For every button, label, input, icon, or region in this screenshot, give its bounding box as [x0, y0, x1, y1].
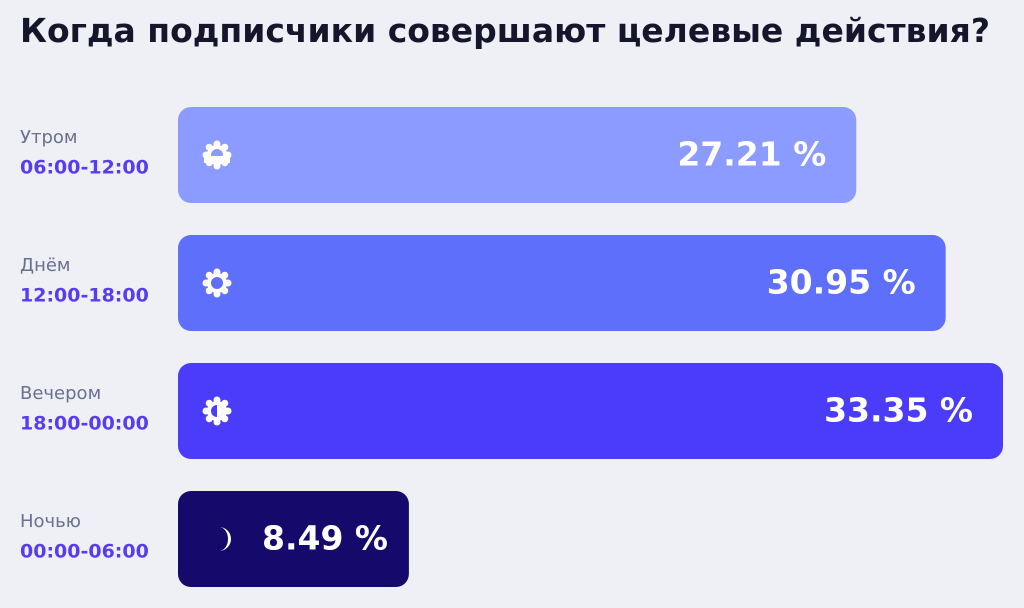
bar	[178, 235, 946, 331]
category-label: Днём	[20, 255, 70, 276]
category-label: Утром	[20, 127, 77, 148]
value-label: 27.21 %	[677, 135, 826, 174]
sun-icon	[202, 140, 232, 170]
value-label: 30.95 %	[767, 263, 916, 302]
moon-icon	[219, 527, 231, 551]
bar	[178, 491, 409, 587]
category-label: Ночью	[20, 511, 81, 532]
sun-icon	[202, 268, 232, 298]
time-range-label: 06:00-12:00	[20, 157, 149, 179]
sun-half	[217, 405, 223, 417]
bar	[178, 107, 857, 203]
bar	[178, 363, 1003, 459]
sun-icon	[202, 396, 232, 426]
time-range-label: 12:00-18:00	[20, 285, 149, 307]
category-label: Вечером	[20, 383, 101, 404]
time-range-label: 00:00-06:00	[20, 541, 149, 563]
value-label: 33.35 %	[824, 391, 973, 430]
value-label: 8.49 %	[262, 519, 388, 558]
time-range-label: 18:00-00:00	[20, 413, 149, 435]
chart-title: Когда подписчики совершают целевые дейст…	[20, 11, 990, 50]
sun-inner	[211, 277, 223, 289]
sun-horizon	[204, 156, 230, 163]
